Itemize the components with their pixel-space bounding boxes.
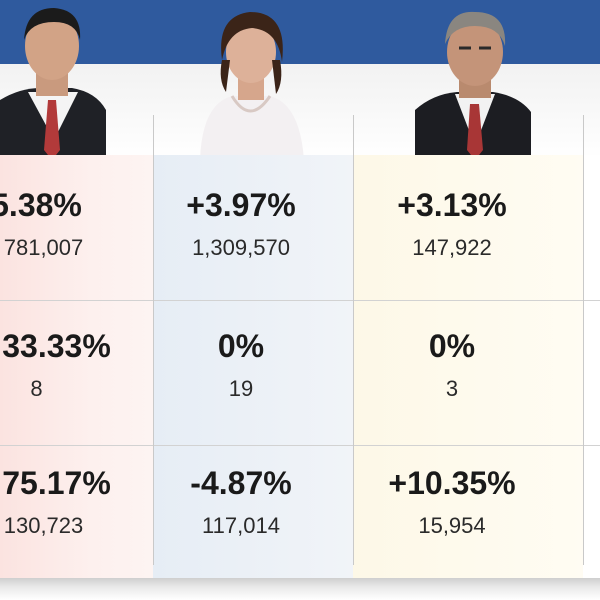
percent-change: 75.17% (2, 465, 111, 501)
percent-change: -4.87% (190, 465, 292, 501)
percent-change: 0% (428, 328, 476, 364)
percent-change: +10.35% (388, 465, 516, 501)
vote-count: 1,309,570 (192, 235, 290, 260)
result-cell: +10.35% 15,954 (353, 445, 583, 580)
result-cell-empty (583, 445, 600, 580)
candidate-portrait-3 (415, 0, 533, 160)
result-cell: 5.38% 781,007 (0, 155, 153, 300)
woman-portrait-icon (200, 12, 304, 160)
result-cell: 33.33% 8 (0, 300, 153, 445)
row-divider (0, 300, 600, 301)
percent-change: +3.97% (186, 187, 296, 223)
vote-count: 781,007 (3, 235, 84, 260)
percent-change: 33.33% (2, 328, 111, 364)
result-cell: +3.13% 147,922 (353, 155, 583, 300)
vote-count: 117,014 (202, 513, 280, 538)
result-cell: 0% 3 (353, 300, 583, 445)
result-cell-empty (583, 300, 600, 445)
vote-count: 19 (228, 376, 254, 401)
bottom-edge (0, 578, 600, 600)
results-grid: 5.38% 781,007 +3.97% 1,309,570 +3.13% 14… (0, 155, 600, 580)
column-divider (353, 115, 354, 565)
result-cell: 75.17% 130,723 (0, 445, 153, 580)
candidate-portrait-2 (192, 0, 310, 160)
result-cell-empty (583, 155, 600, 300)
column-divider (583, 115, 584, 565)
percent-change: 0% (217, 328, 265, 364)
column-divider (153, 115, 154, 565)
vote-count: 3 (445, 376, 459, 401)
percent-change: +3.13% (397, 187, 507, 223)
vote-count: 8 (30, 376, 43, 401)
vote-count: 147,922 (412, 235, 492, 260)
vote-count: 15,954 (418, 513, 486, 538)
man-portrait-icon (415, 11, 531, 160)
result-cell: +3.97% 1,309,570 (153, 155, 353, 300)
man-portrait-icon (0, 8, 106, 160)
vote-count: 130,723 (3, 513, 84, 538)
candidate-portrait-1 (0, 0, 108, 160)
result-cell: 0% 19 (153, 300, 353, 445)
result-cell: -4.87% 117,014 (153, 445, 353, 580)
percent-change: 5.38% (0, 187, 82, 223)
row-divider (0, 445, 600, 446)
